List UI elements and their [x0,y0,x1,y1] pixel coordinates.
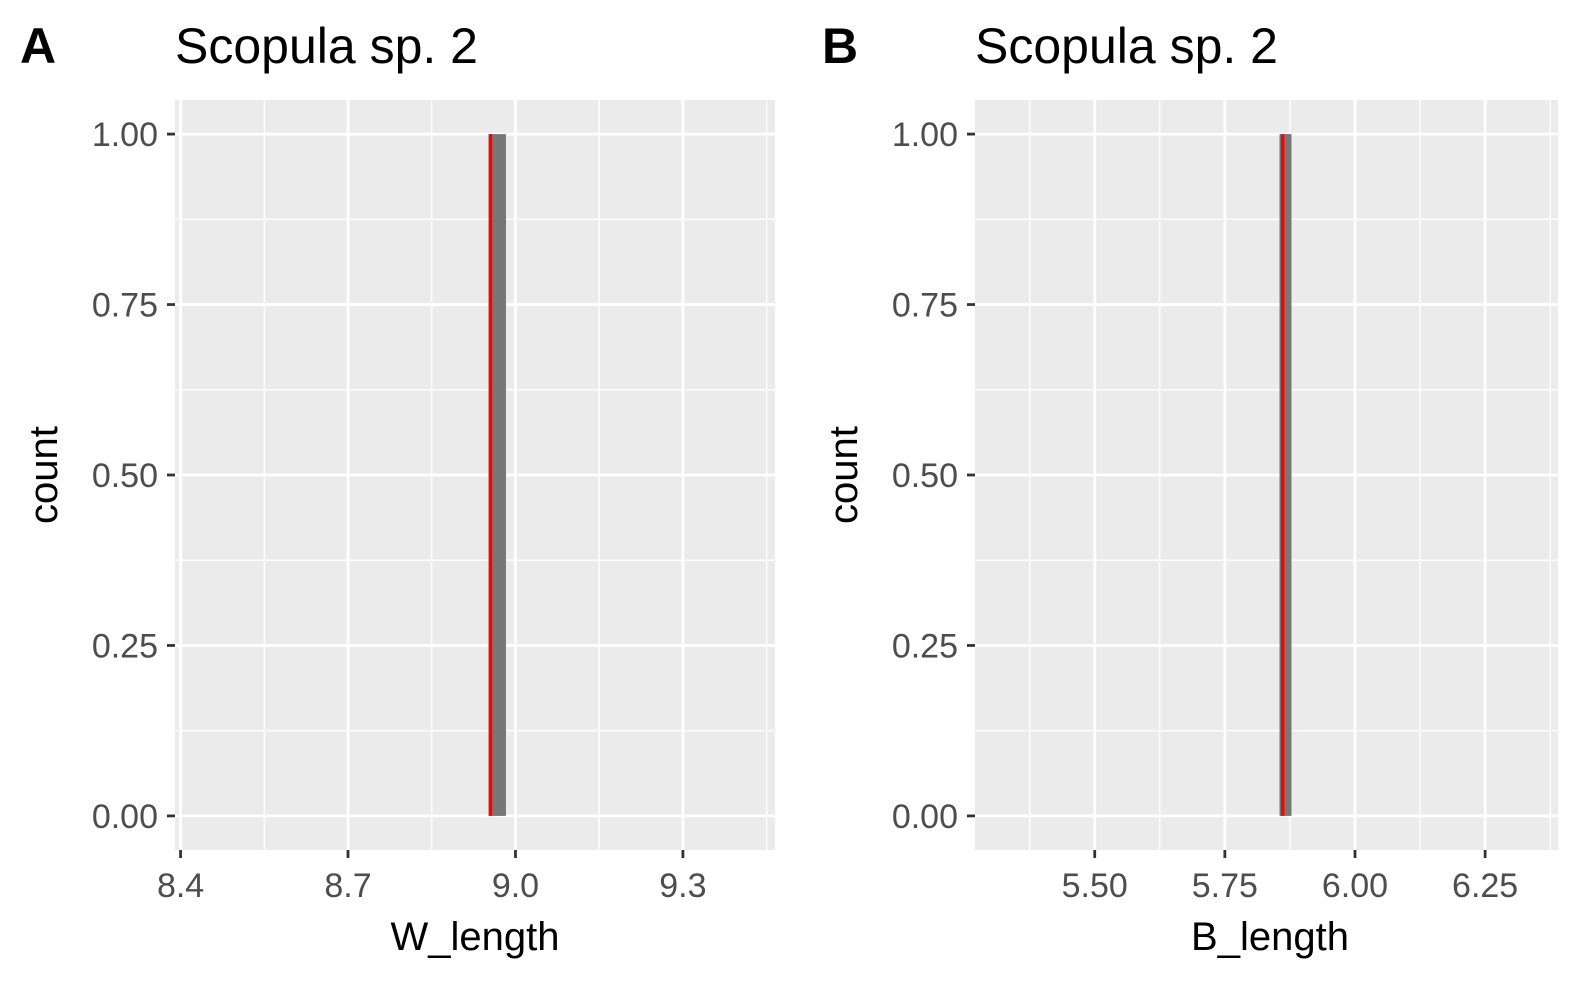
panel-tag: A [20,18,56,74]
y-tick-label: 1.00 [92,116,158,154]
x-axis-title: B_length [1191,915,1349,959]
x-axis-title: W_length [391,915,560,959]
y-tick-label: 0.25 [892,627,958,665]
histogram-bar [489,134,506,816]
y-tick-label: 0.75 [892,287,958,325]
x-tick-label: 9.0 [492,867,539,905]
y-tick-label: 0.50 [92,457,158,495]
panel-tag: B [822,18,858,74]
x-tick-label: 9.3 [659,867,706,905]
chart-title: Scopula sp. 2 [975,18,1278,74]
histogram-bar [1279,134,1292,816]
y-tick-label: 0.25 [92,627,158,665]
y-tick-label: 0.50 [892,457,958,495]
panel-a: A Scopula sp. 2 0.00 0.25 0.50 0.75 1.00 8.4 8… [20,18,775,959]
y-tick-label: 0.00 [92,798,158,836]
y-tick-label: 1.00 [892,116,958,154]
x-tick-label: 5.75 [1192,867,1258,905]
x-tick-label: 6.00 [1322,867,1388,905]
chart-title: Scopula sp. 2 [175,18,478,74]
x-tick-label: 6.25 [1452,867,1518,905]
y-tick-label: 0.00 [892,798,958,836]
y-axis-title: count [822,426,866,524]
plot-area: 0.00 0.25 0.50 0.75 1.00 8.4 8.7 9.0 9.3 [92,100,775,905]
plot-area: 0.00 0.25 0.50 0.75 1.00 5.50 5.75 6.00 6.25 [892,100,1558,905]
y-axis-title: count [22,426,66,524]
x-tick-label: 8.4 [157,867,204,905]
x-tick-label: 5.50 [1062,867,1128,905]
panel-b: B Scopula sp. 2 0.00 0.25 0.50 0.75 1.00 5.50… [822,18,1558,959]
x-tick-label: 8.7 [324,867,371,905]
y-tick-label: 0.75 [92,287,158,325]
